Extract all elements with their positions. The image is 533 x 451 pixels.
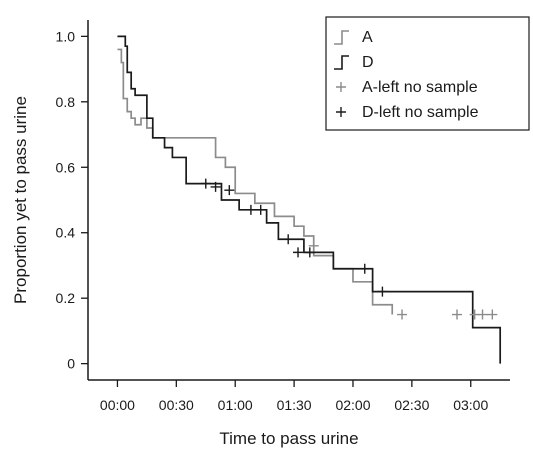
x-tick-label: 02:00 [335,397,370,413]
x-axis-title: Time to pass urine [219,429,358,448]
series-a-censor-mark [397,309,408,320]
legend-label-a: A [362,29,373,46]
series-d-censor-mark [245,204,256,215]
x-tick-label: 00:00 [100,397,135,413]
censor-layer [200,178,498,320]
legend-swatch-d [334,55,349,70]
x-tick-label: 01:00 [218,397,253,413]
legend-label-d: D [362,54,374,71]
y-tick-label: 0.4 [56,225,76,241]
series-d-censor-mark [377,286,388,297]
legend-box [325,16,530,131]
y-tick-label: 0.2 [56,290,76,306]
x-tick-label: 01:30 [277,397,312,413]
legend-label-d-censored: D-left no sample [362,104,479,121]
legend-marker-d-censored [336,107,346,117]
y-axis-title: Proportion yet to pass urine [11,96,30,304]
series-a-censor-mark [308,240,319,251]
y-tick-label: 1.0 [56,28,76,44]
series-d-censor-mark [359,263,370,274]
x-tick-label: 02:30 [394,397,429,413]
y-tick-label: 0.6 [56,159,76,175]
series-a-censor-mark [477,309,488,320]
series-d-censor-mark [283,234,294,245]
series-a-censor-mark [487,309,498,320]
series-d-censor-mark [304,247,315,258]
y-ticks: 0 0.2 0.4 0.6 0.8 1.0 [56,28,88,372]
x-ticks: 00:00 00:30 01:00 01:30 02:00 02:30 03:00 [100,380,488,413]
y-tick-label: 0 [67,356,75,372]
series-d-censor-mark [224,185,235,196]
y-tick-label: 0.8 [56,94,76,110]
series-d-censor-mark [293,247,304,258]
legend-label-a-censored: A-left no sample [362,79,478,96]
series-d-censor-mark [200,178,211,189]
x-tick-label: 03:00 [453,397,488,413]
series-a-censor-mark [452,309,463,320]
legend: A D A-left no sample D-left no sample [325,16,530,131]
legend-marker-a-censored [336,82,346,92]
series-d-censor-mark [210,181,221,192]
series-d-censor-mark [255,204,266,215]
legend-swatch-a [334,30,349,45]
x-tick-label: 00:30 [159,397,194,413]
